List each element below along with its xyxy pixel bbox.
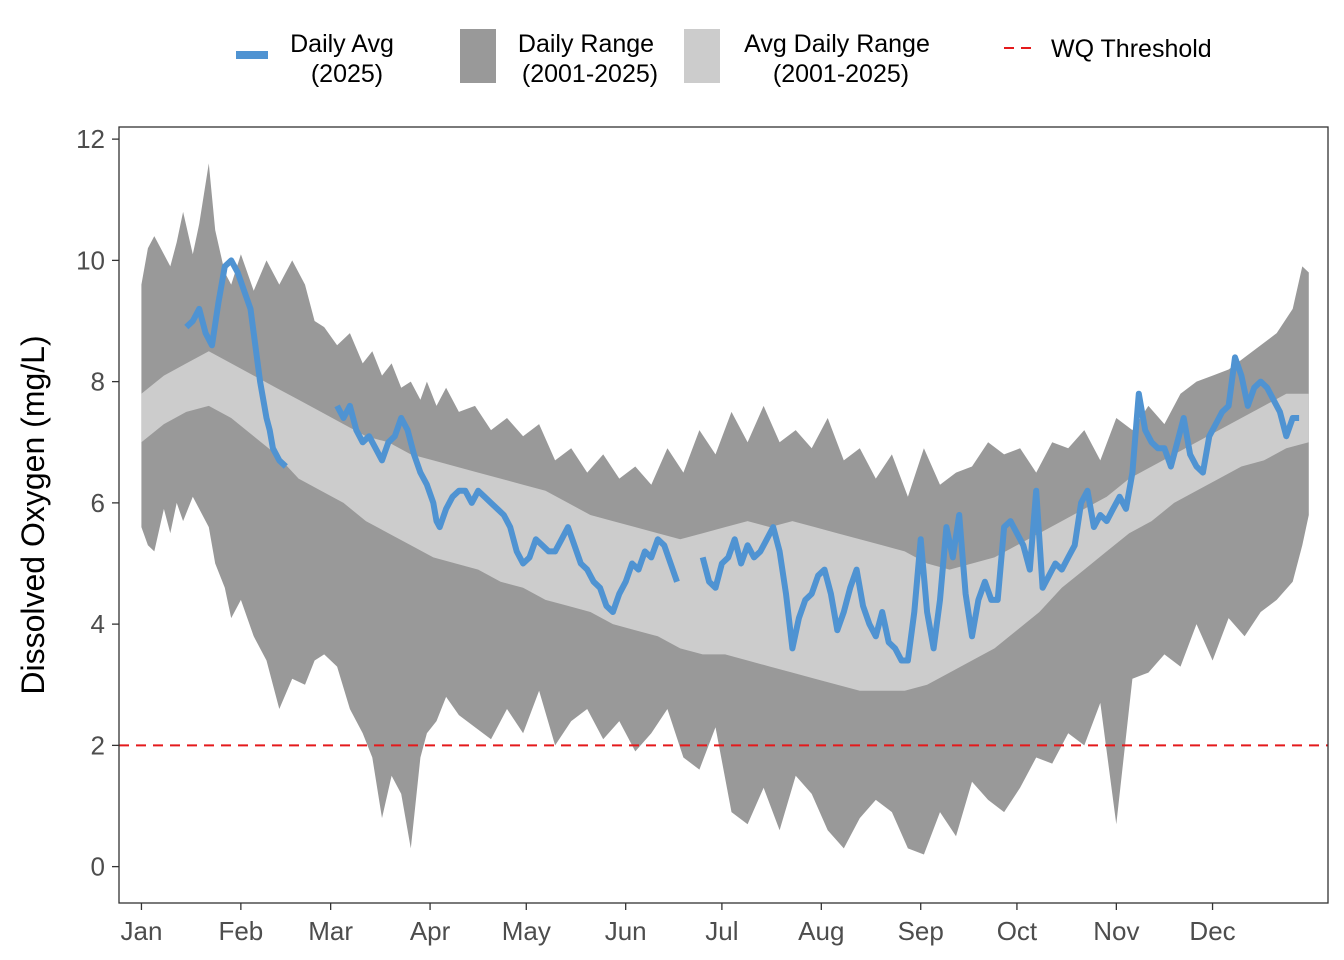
legend-item-wq-threshold[interactable]: WQ Threshold bbox=[1004, 35, 1212, 63]
x-tick-label-apr: Apr bbox=[410, 916, 451, 946]
daily-avg-line-segment-2 bbox=[334, 402, 680, 615]
x-tick-label-jun: Jun bbox=[605, 916, 647, 946]
x-tick-label-mar: Mar bbox=[308, 916, 353, 946]
x-tick-label-nov: Nov bbox=[1093, 916, 1139, 946]
y-tick-label: 4 bbox=[91, 609, 105, 639]
legend-key-daily-avg bbox=[236, 51, 268, 59]
x-tick-label-may: May bbox=[502, 916, 551, 946]
x-tick-label-oct: Oct bbox=[997, 916, 1038, 946]
x-tick-label-dec: Dec bbox=[1189, 916, 1235, 946]
legend: Daily Avg (2025) Daily Range (2001-2025)… bbox=[236, 29, 1212, 88]
daily-avg-line-segment-1 bbox=[184, 257, 288, 469]
y-tick-label: 0 bbox=[91, 852, 105, 882]
legend-label-avg-daily-range-line1: Avg Daily Range bbox=[744, 30, 930, 58]
legend-item-daily-avg[interactable]: Daily Avg (2025) bbox=[236, 30, 394, 88]
legend-label-wq-threshold: WQ Threshold bbox=[1051, 35, 1212, 63]
legend-key-daily-range bbox=[460, 29, 496, 83]
daily-avg-line-segment-3 bbox=[699, 354, 1300, 664]
y-tick-label: 10 bbox=[76, 245, 105, 275]
legend-label-daily-avg-line1: Daily Avg bbox=[290, 30, 394, 58]
legend-item-daily-range[interactable]: Daily Range (2001-2025) bbox=[460, 29, 658, 88]
x-tick-label-aug: Aug bbox=[798, 916, 844, 946]
legend-label-avg-daily-range-line2: (2001-2025) bbox=[773, 60, 909, 88]
plot-border bbox=[118, 126, 1329, 904]
legend-label-daily-range-line1: Daily Range bbox=[518, 30, 654, 58]
legend-item-avg-daily-range[interactable]: Avg Daily Range (2001-2025) bbox=[684, 29, 930, 88]
y-axis-title: Dissolved Oxygen (mg/L) bbox=[15, 335, 51, 694]
legend-label-daily-avg-line2: (2025) bbox=[311, 60, 383, 88]
y-tick-label: 2 bbox=[91, 730, 105, 760]
legend-label-daily-range-line2: (2001-2025) bbox=[522, 60, 658, 88]
y-axis: 0 2 4 6 8 10 12 bbox=[76, 124, 119, 882]
x-tick-label-jul: Jul bbox=[705, 916, 738, 946]
x-tick-label-feb: Feb bbox=[218, 916, 263, 946]
y-tick-label: 12 bbox=[76, 124, 105, 154]
avg-daily-range-band bbox=[141, 351, 1309, 691]
daily-range-band bbox=[141, 163, 1309, 855]
x-tick-label-jan: Jan bbox=[120, 916, 162, 946]
axes bbox=[118, 126, 1329, 904]
y-tick-label: 8 bbox=[91, 367, 105, 397]
y-tick-label: 6 bbox=[91, 488, 105, 518]
plot-area bbox=[119, 163, 1328, 855]
x-axis: Jan Feb Mar Apr May Jun Jul Aug Sep Oct Nov Dec bbox=[120, 903, 1236, 946]
x-tick-label-sep: Sep bbox=[898, 916, 944, 946]
legend-key-avg-daily-range bbox=[684, 29, 720, 83]
